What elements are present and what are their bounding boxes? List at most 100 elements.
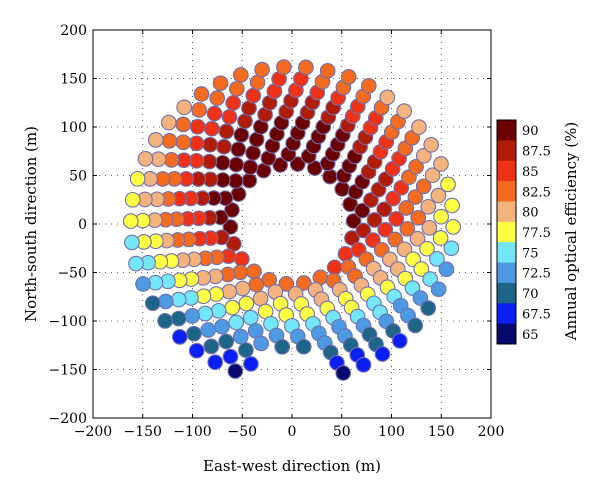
heliostat-marker — [237, 113, 253, 130]
heliostat-marker — [335, 365, 352, 381]
heliostat-marker — [171, 329, 188, 345]
heliostat-marker — [420, 198, 437, 215]
heliostat-marker — [222, 348, 239, 365]
heliostat-marker — [230, 186, 247, 202]
heliostat-marker — [411, 119, 427, 135]
heliostat-marker — [176, 99, 193, 116]
heliostat-marker — [355, 222, 372, 239]
heliostat-marker — [170, 291, 187, 308]
heliostat-marker — [218, 333, 235, 350]
heliostat-marker — [124, 191, 141, 208]
heliostat-marker — [365, 232, 381, 248]
heliostat-marker — [232, 328, 249, 345]
colorbar-tick-label: 80 — [522, 206, 539, 221]
heliostat-marker — [421, 219, 438, 236]
heliostat-marker — [243, 356, 259, 372]
heliostat-marker — [374, 346, 391, 362]
heliostat-marker — [438, 261, 455, 278]
heliostat-marker — [408, 158, 424, 175]
heliostat-marker — [344, 230, 360, 246]
heliostat-marker — [340, 69, 357, 85]
heliostat-marker — [228, 314, 245, 331]
heliostat-marker — [407, 189, 424, 205]
heliostat-marker — [388, 211, 405, 227]
heliostat-marker — [218, 123, 235, 140]
heliostat-marker — [423, 136, 440, 153]
heliostat-marker — [376, 201, 393, 218]
heliostat-marker — [252, 290, 269, 307]
heliostat-marker — [413, 261, 430, 277]
x-tick-label: 0 — [288, 424, 297, 440]
colorbar-segment — [497, 303, 516, 325]
heliostat-marker — [204, 120, 220, 137]
heliostat-marker — [135, 276, 151, 292]
heliostat-marker — [410, 209, 427, 226]
heliostat-marker — [444, 197, 460, 214]
colorbar-tick-label: 72.5 — [522, 267, 551, 282]
x-tick-label: 200 — [478, 424, 505, 440]
heliostat-marker — [163, 152, 180, 168]
heliostat-marker — [393, 179, 410, 196]
heliostat-marker — [326, 259, 343, 276]
heliostat-marker — [238, 342, 254, 358]
heliostat-marker — [216, 138, 232, 155]
heliostat-marker — [360, 77, 377, 94]
heliostat-marker — [129, 170, 146, 187]
heliostat-marker — [443, 240, 460, 257]
y-tick-label: −100 — [49, 314, 87, 330]
colorbar-tick-label: 87.5 — [522, 145, 551, 160]
heliostat-marker — [157, 313, 173, 329]
colorbar-segment — [497, 181, 516, 202]
heliostat-marker — [221, 283, 238, 300]
heliostat-marker — [150, 151, 167, 168]
y-tick-label: 50 — [69, 169, 87, 185]
heliostat-marker — [188, 342, 205, 359]
heliostat-marker — [396, 103, 413, 119]
colorbar-tick-label: 85 — [522, 165, 539, 180]
heliostat-marker — [319, 62, 336, 79]
heliostat-marker — [144, 295, 161, 312]
heliostat-marker — [161, 133, 178, 149]
heliostat-marker — [147, 132, 164, 148]
heliostat-marker — [334, 181, 351, 197]
heliostat-marker — [200, 322, 217, 338]
heliostat-marker — [440, 176, 456, 193]
heliostat-marker — [254, 61, 270, 78]
heliostat-marker — [175, 134, 192, 151]
colorbar-frame — [496, 119, 517, 345]
heliostat-marker — [242, 309, 259, 326]
heliostat-marker — [274, 338, 291, 355]
heliostat-marker — [210, 302, 227, 319]
heliostat-marker — [429, 251, 445, 267]
heliostat-marker — [230, 141, 247, 158]
heliostat-marker — [276, 59, 292, 75]
heliostat-marker — [355, 356, 372, 373]
x-axis-title: East-west direction (m) — [203, 457, 381, 475]
x-tick-label: −200 — [74, 424, 112, 440]
colorbar-title: Annual optical efficiency (%) — [562, 122, 580, 341]
heliostat-marker — [432, 230, 449, 246]
heliostat-marker — [188, 135, 205, 152]
heliostat-marker — [433, 156, 449, 172]
x-tick-label: 100 — [378, 424, 405, 440]
axis-ticks: −200−200 −150 −150 −100 −100 −50 −50 0 0 50 50 100 1… — [49, 23, 505, 440]
x-tick-label: −50 — [227, 424, 257, 440]
colorbar-tick-label: 65 — [522, 328, 539, 343]
colorbar-segment — [497, 160, 516, 182]
heliostat-marker — [122, 213, 139, 229]
colorbar-tick-label: 90 — [522, 124, 539, 139]
heliostat-marker — [295, 275, 312, 291]
heliostat-marker — [238, 295, 255, 312]
heliostat-marker — [241, 172, 258, 189]
x-tick-label: −100 — [173, 424, 211, 440]
heliostat-marker — [214, 318, 230, 335]
heliostat-marker — [337, 246, 354, 262]
heliostat-marker — [272, 157, 289, 173]
heliostat-marker — [298, 59, 314, 76]
heliostat-marker — [128, 255, 144, 272]
heliostat-marker — [422, 271, 438, 287]
heliostat-marker — [232, 67, 249, 83]
heliostat-marker — [245, 145, 261, 161]
heliostat-marker — [224, 299, 241, 316]
y-tick-label: −50 — [57, 266, 87, 282]
